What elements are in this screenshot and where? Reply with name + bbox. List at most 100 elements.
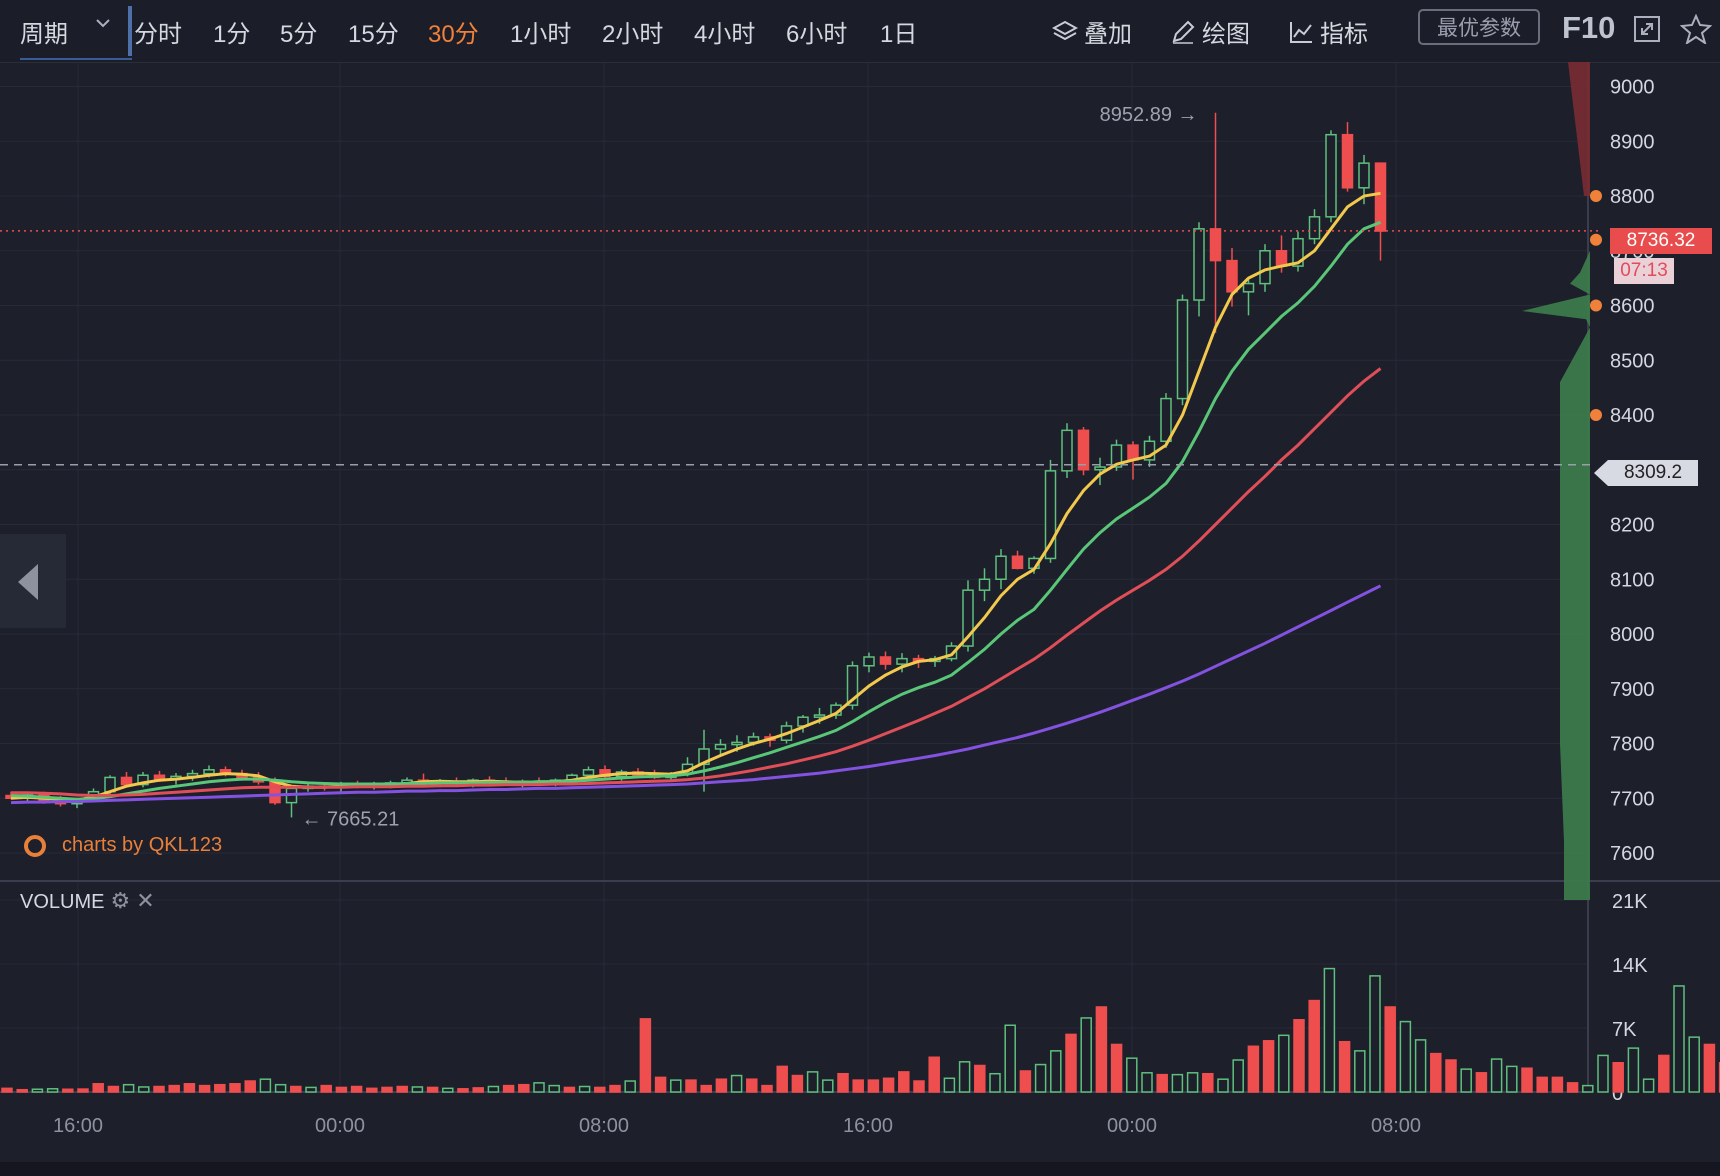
candle-body — [813, 714, 826, 718]
star-icon[interactable] — [1679, 13, 1713, 49]
candle-body — [269, 781, 281, 804]
volume-bar — [31, 1088, 44, 1093]
candle-body — [962, 589, 974, 647]
y-tick-label: 8000 — [1610, 624, 1655, 646]
volume-bar — [1338, 1040, 1351, 1093]
gear-icon[interactable]: ⚙ — [110, 888, 131, 913]
y-tick-label: 8900 — [1610, 131, 1655, 153]
tab-period-9[interactable]: 1日 — [880, 21, 918, 48]
volume-bar — [1202, 1072, 1214, 1093]
period-divider — [128, 6, 132, 56]
volume-bar — [1658, 1054, 1670, 1093]
period-selector[interactable]: 周期 — [20, 21, 68, 48]
candle-body — [1242, 282, 1255, 293]
chevron-down-icon[interactable] — [94, 14, 112, 38]
tab-period-2[interactable]: 5分 — [280, 21, 318, 48]
volume-bar — [244, 1080, 256, 1093]
volume-tick-label: 7K — [1612, 1019, 1637, 1041]
volume-bar — [1566, 1082, 1579, 1093]
volume-bar — [153, 1085, 165, 1093]
price-marker-dot — [1590, 190, 1602, 202]
y-tick-label: 7800 — [1610, 734, 1655, 756]
tab-period-3[interactable]: 15分 — [348, 21, 399, 48]
candle-body — [714, 743, 727, 750]
volume-bar — [366, 1087, 378, 1093]
candle-body — [203, 769, 215, 775]
volume-bar — [1050, 1050, 1062, 1093]
volume-bar — [1490, 1058, 1503, 1093]
candlestick-chart[interactable]: 9000890088008700860085008400830082008100… — [0, 62, 1720, 1176]
candle-body — [1193, 228, 1205, 301]
volume-bar — [609, 1084, 621, 1093]
volume-bar — [320, 1084, 332, 1093]
f10-button[interactable]: F10 — [1562, 10, 1616, 45]
fullscreen-icon[interactable] — [1632, 14, 1662, 49]
volume-bar — [1186, 1072, 1199, 1093]
candle-body — [995, 555, 1007, 581]
tab-period-8[interactable]: 6小时 — [786, 21, 848, 48]
tab-period-7[interactable]: 4小时 — [694, 21, 756, 48]
volume-bar — [1642, 1078, 1655, 1093]
tab-period-4[interactable]: 30分 — [428, 21, 479, 48]
volume-bar — [852, 1079, 864, 1093]
volume-bar — [928, 1056, 940, 1093]
volume-bar — [700, 1084, 712, 1093]
overlay-button[interactable]: 叠加 — [1051, 14, 1132, 52]
volume-bar — [502, 1084, 515, 1093]
candle-body — [1143, 440, 1156, 461]
candle-body — [863, 656, 875, 667]
volume-bar — [305, 1086, 317, 1093]
volume-bar — [1156, 1073, 1168, 1093]
volume-bar — [1506, 1065, 1518, 1093]
volume-bar — [259, 1078, 272, 1093]
y-tick-label: 8500 — [1610, 350, 1655, 372]
scroll-left-button[interactable] — [0, 534, 66, 628]
volume-bar — [533, 1082, 545, 1093]
volume-bar — [624, 1080, 636, 1093]
qkl-logo-icon — [24, 834, 46, 857]
candle-body — [978, 578, 991, 591]
x-tick-label: 08:00 — [1371, 1115, 1421, 1137]
low-price-label: ← 7665.21 — [302, 808, 400, 830]
tab-period-5[interactable]: 1小时 — [510, 21, 572, 48]
volume-bar — [746, 1078, 758, 1093]
volume-bar — [77, 1088, 89, 1093]
y-tick-label: 7900 — [1610, 679, 1655, 701]
volume-bar — [1384, 1006, 1396, 1093]
best-params-button[interactable]: 最优参数 — [1418, 9, 1540, 45]
volume-panel-title: VOLUME ⚙ ✕ — [20, 888, 155, 914]
volume-bar — [1110, 1043, 1123, 1093]
volume-bar — [548, 1084, 560, 1093]
volume-bar — [898, 1071, 910, 1093]
volume-bar — [1582, 1084, 1594, 1093]
volume-bar — [806, 1071, 819, 1093]
y-tick-label: 9000 — [1610, 77, 1655, 99]
candle-body — [1358, 162, 1370, 189]
countdown-label: 07:13 — [1614, 258, 1674, 284]
volume-bar — [1673, 985, 1685, 1093]
line-chart-icon — [1288, 19, 1314, 52]
pen-icon — [1170, 19, 1196, 52]
volume-bar — [1004, 1024, 1016, 1093]
close-icon[interactable]: ✕ — [136, 888, 155, 913]
draw-button[interactable]: 绘图 — [1170, 14, 1250, 52]
volume-bar — [654, 1076, 667, 1093]
chart-watermark: charts by QKL123 — [24, 834, 222, 857]
candle-body — [582, 769, 595, 777]
tab-period-0[interactable]: 分时 — [134, 21, 182, 48]
volume-bar — [274, 1083, 287, 1093]
volume-tick-label: 21K — [1612, 891, 1648, 913]
indicator-button[interactable]: 指标 — [1288, 14, 1368, 52]
tab-period-6[interactable]: 2小时 — [602, 21, 664, 48]
moving-average-line — [10, 220, 1382, 801]
x-tick-label: 16:00 — [843, 1115, 893, 1137]
volume-bar — [1323, 967, 1336, 1093]
volume-profile-buy — [1522, 250, 1590, 900]
tab-period-1[interactable]: 1分 — [213, 21, 251, 48]
volume-bar — [1247, 1045, 1260, 1093]
y-tick-label: 8400 — [1610, 405, 1655, 427]
volume-bar — [138, 1086, 150, 1093]
candle-body — [137, 774, 149, 786]
volume-bar — [1612, 1061, 1624, 1093]
volume-bar — [1399, 1020, 1412, 1093]
